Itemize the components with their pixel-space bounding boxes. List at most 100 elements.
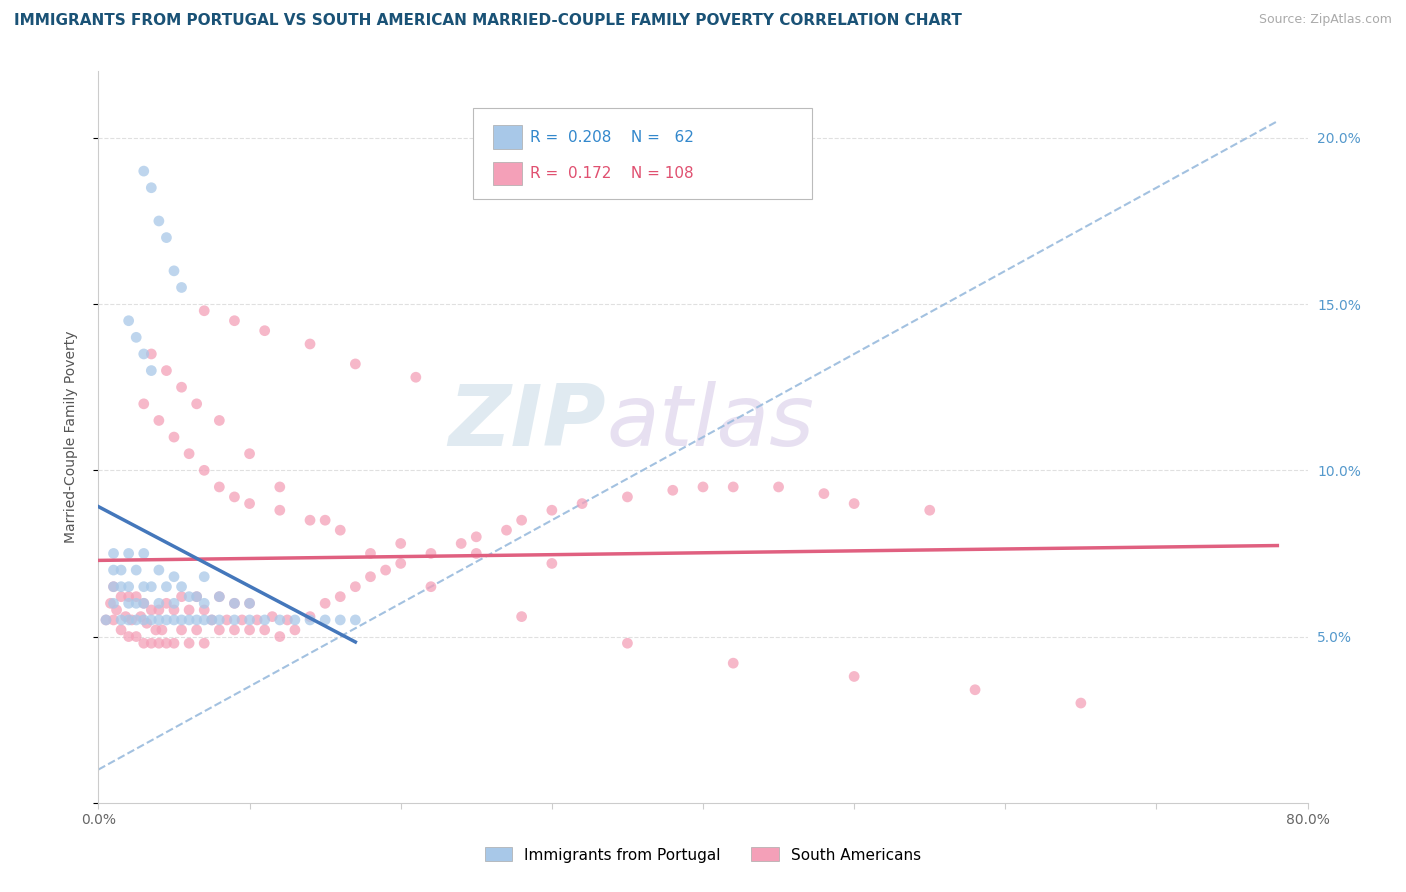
- FancyBboxPatch shape: [492, 162, 522, 186]
- Point: [420, 546, 443, 560]
- Point: [141, 613, 163, 627]
- Point: [299, 513, 322, 527]
- Point: [132, 613, 155, 627]
- Point: [344, 613, 367, 627]
- Point: [269, 613, 291, 627]
- Point: [314, 596, 336, 610]
- Point: [186, 613, 208, 627]
- Point: [163, 603, 186, 617]
- Point: [105, 603, 128, 617]
- Point: [125, 330, 148, 344]
- Point: [179, 603, 201, 617]
- Point: [299, 613, 322, 627]
- Point: [125, 590, 148, 604]
- Point: [965, 682, 987, 697]
- Point: [239, 497, 262, 511]
- Point: [118, 630, 141, 644]
- Point: [661, 483, 683, 498]
- Point: [193, 636, 215, 650]
- Point: [193, 613, 215, 627]
- Point: [148, 596, 170, 610]
- Point: [125, 613, 148, 627]
- Point: [94, 613, 117, 627]
- Point: [103, 580, 125, 594]
- Point: [179, 590, 201, 604]
- Text: IMMIGRANTS FROM PORTUGAL VS SOUTH AMERICAN MARRIED-COUPLE FAMILY POVERTY CORRELA: IMMIGRANTS FROM PORTUGAL VS SOUTH AMERIC…: [14, 13, 962, 29]
- Point: [163, 430, 186, 444]
- Point: [193, 603, 215, 617]
- Point: [193, 303, 215, 318]
- Point: [132, 596, 155, 610]
- Point: [918, 503, 941, 517]
- Point: [135, 616, 157, 631]
- Y-axis label: Married-Couple Family Poverty: Married-Couple Family Poverty: [63, 331, 77, 543]
- Point: [768, 480, 790, 494]
- Point: [224, 314, 246, 328]
- Point: [186, 623, 208, 637]
- Text: R =  0.172    N = 108: R = 0.172 N = 108: [530, 166, 693, 181]
- Point: [186, 590, 208, 604]
- Point: [148, 613, 170, 627]
- Point: [405, 370, 427, 384]
- Point: [239, 623, 262, 637]
- Point: [141, 636, 163, 650]
- Point: [148, 563, 170, 577]
- Point: [262, 609, 284, 624]
- Point: [450, 536, 472, 550]
- Point: [129, 609, 152, 624]
- Point: [148, 603, 170, 617]
- Point: [510, 513, 533, 527]
- Point: [329, 613, 352, 627]
- Point: [110, 563, 132, 577]
- Point: [1070, 696, 1092, 710]
- Point: [329, 590, 352, 604]
- Point: [132, 164, 155, 178]
- Point: [110, 590, 132, 604]
- Point: [239, 596, 262, 610]
- Point: [465, 530, 488, 544]
- Point: [329, 523, 352, 537]
- Point: [844, 497, 866, 511]
- Point: [344, 580, 367, 594]
- Point: [208, 590, 231, 604]
- Point: [224, 623, 246, 637]
- Point: [299, 337, 322, 351]
- Point: [155, 596, 177, 610]
- Point: [186, 590, 208, 604]
- Point: [132, 596, 155, 610]
- Point: [163, 636, 186, 650]
- Point: [170, 380, 193, 394]
- Point: [284, 623, 307, 637]
- Point: [103, 613, 125, 627]
- Point: [495, 523, 517, 537]
- Point: [465, 546, 488, 560]
- Point: [844, 669, 866, 683]
- Point: [141, 347, 163, 361]
- Point: [540, 503, 562, 517]
- Text: R =  0.208    N =   62: R = 0.208 N = 62: [530, 129, 695, 145]
- Point: [148, 413, 170, 427]
- Point: [118, 596, 141, 610]
- Point: [125, 596, 148, 610]
- Point: [118, 613, 141, 627]
- Point: [299, 609, 322, 624]
- Point: [155, 636, 177, 650]
- Point: [132, 546, 155, 560]
- Point: [616, 636, 638, 650]
- Point: [723, 480, 745, 494]
- Point: [150, 623, 173, 637]
- Point: [360, 570, 382, 584]
- Point: [269, 630, 291, 644]
- Point: [163, 570, 186, 584]
- Point: [148, 636, 170, 650]
- Point: [103, 563, 125, 577]
- Point: [170, 613, 193, 627]
- Point: [269, 480, 291, 494]
- Point: [163, 596, 186, 610]
- Point: [215, 613, 238, 627]
- Point: [284, 613, 307, 627]
- Point: [314, 613, 336, 627]
- Point: [125, 563, 148, 577]
- Point: [179, 613, 201, 627]
- Point: [94, 613, 117, 627]
